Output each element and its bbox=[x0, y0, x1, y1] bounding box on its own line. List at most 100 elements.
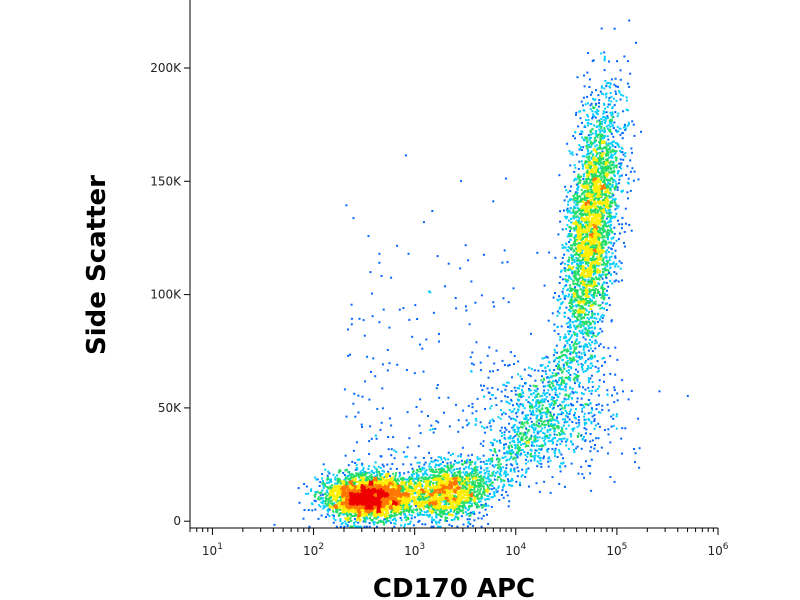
data-point bbox=[372, 500, 375, 503]
data-point bbox=[347, 498, 350, 500]
data-point bbox=[438, 479, 441, 482]
data-point bbox=[395, 501, 398, 504]
data-point bbox=[364, 520, 367, 523]
data-point bbox=[326, 494, 329, 497]
data-point bbox=[343, 507, 346, 510]
data-point bbox=[366, 472, 369, 475]
data-point bbox=[407, 495, 410, 497]
data-point bbox=[389, 517, 392, 519]
data-point bbox=[493, 493, 496, 496]
data-point bbox=[594, 288, 597, 290]
data-point bbox=[491, 496, 494, 499]
data-point bbox=[594, 104, 597, 107]
data-point bbox=[337, 485, 340, 488]
data-point bbox=[352, 489, 355, 491]
data-point bbox=[378, 509, 381, 512]
data-point bbox=[470, 486, 472, 489]
data-point bbox=[425, 469, 428, 472]
data-point bbox=[332, 498, 335, 501]
data-point bbox=[422, 502, 425, 505]
data-point bbox=[357, 503, 360, 506]
data-point bbox=[330, 491, 333, 494]
data-point bbox=[331, 514, 334, 517]
data-point bbox=[302, 517, 305, 520]
data-point bbox=[329, 493, 332, 495]
data-point bbox=[465, 513, 468, 516]
data-point bbox=[334, 482, 337, 485]
data-point bbox=[438, 477, 441, 480]
data-point bbox=[580, 133, 583, 135]
data-point bbox=[493, 487, 496, 490]
data-point bbox=[396, 510, 399, 513]
data-point bbox=[400, 488, 402, 491]
data-point bbox=[380, 500, 383, 502]
data-point bbox=[356, 468, 359, 471]
data-point bbox=[346, 525, 349, 528]
data-point bbox=[420, 510, 423, 513]
data-point bbox=[453, 476, 456, 479]
data-point bbox=[330, 496, 332, 499]
data-point bbox=[586, 141, 588, 144]
data-point bbox=[389, 475, 391, 478]
data-point bbox=[589, 104, 592, 107]
data-point bbox=[480, 503, 483, 506]
data-point bbox=[338, 489, 341, 492]
data-point bbox=[394, 477, 396, 480]
data-point bbox=[386, 497, 389, 500]
data-point bbox=[356, 502, 359, 505]
data-point bbox=[449, 454, 452, 457]
data-point bbox=[386, 517, 389, 519]
data-point bbox=[404, 493, 407, 496]
data-point bbox=[354, 478, 357, 481]
data-point bbox=[378, 514, 381, 517]
data-point bbox=[369, 482, 371, 484]
data-point bbox=[347, 464, 350, 467]
data-point bbox=[375, 476, 378, 479]
data-point bbox=[421, 495, 424, 498]
data-point bbox=[622, 153, 625, 156]
data-point bbox=[465, 486, 468, 489]
data-point bbox=[383, 509, 386, 511]
data-point bbox=[325, 486, 328, 489]
data-point bbox=[361, 469, 364, 471]
data-point bbox=[355, 464, 358, 467]
data-point bbox=[395, 513, 398, 516]
data-point bbox=[441, 481, 444, 484]
data-point bbox=[324, 505, 327, 508]
data-point bbox=[434, 487, 436, 490]
data-point bbox=[367, 497, 370, 500]
data-point bbox=[588, 170, 591, 173]
data-point bbox=[336, 494, 339, 497]
data-point bbox=[321, 480, 324, 482]
data-point bbox=[451, 479, 454, 482]
data-point bbox=[365, 498, 367, 501]
data-point bbox=[357, 490, 359, 493]
data-point bbox=[413, 492, 416, 495]
data-point bbox=[574, 177, 577, 180]
data-point bbox=[373, 510, 376, 513]
data-point bbox=[442, 480, 444, 483]
data-point bbox=[573, 295, 575, 298]
data-point bbox=[375, 473, 378, 476]
data-point bbox=[460, 477, 463, 480]
data-point bbox=[399, 484, 402, 487]
data-point bbox=[410, 486, 413, 488]
data-point bbox=[445, 465, 448, 468]
data-point bbox=[396, 497, 398, 500]
data-point bbox=[473, 491, 476, 494]
data-point bbox=[328, 498, 331, 501]
data-point bbox=[420, 476, 423, 479]
data-point bbox=[338, 496, 341, 499]
data-point bbox=[386, 475, 389, 478]
data-point bbox=[462, 489, 465, 492]
data-point bbox=[430, 525, 433, 528]
data-point bbox=[461, 492, 464, 495]
data-point bbox=[613, 271, 616, 273]
data-point bbox=[599, 327, 602, 330]
data-point bbox=[591, 389, 594, 392]
data-point bbox=[298, 501, 301, 504]
data-point bbox=[364, 511, 367, 513]
data-point bbox=[475, 497, 477, 500]
data-point bbox=[406, 506, 409, 509]
data-point bbox=[443, 475, 446, 478]
